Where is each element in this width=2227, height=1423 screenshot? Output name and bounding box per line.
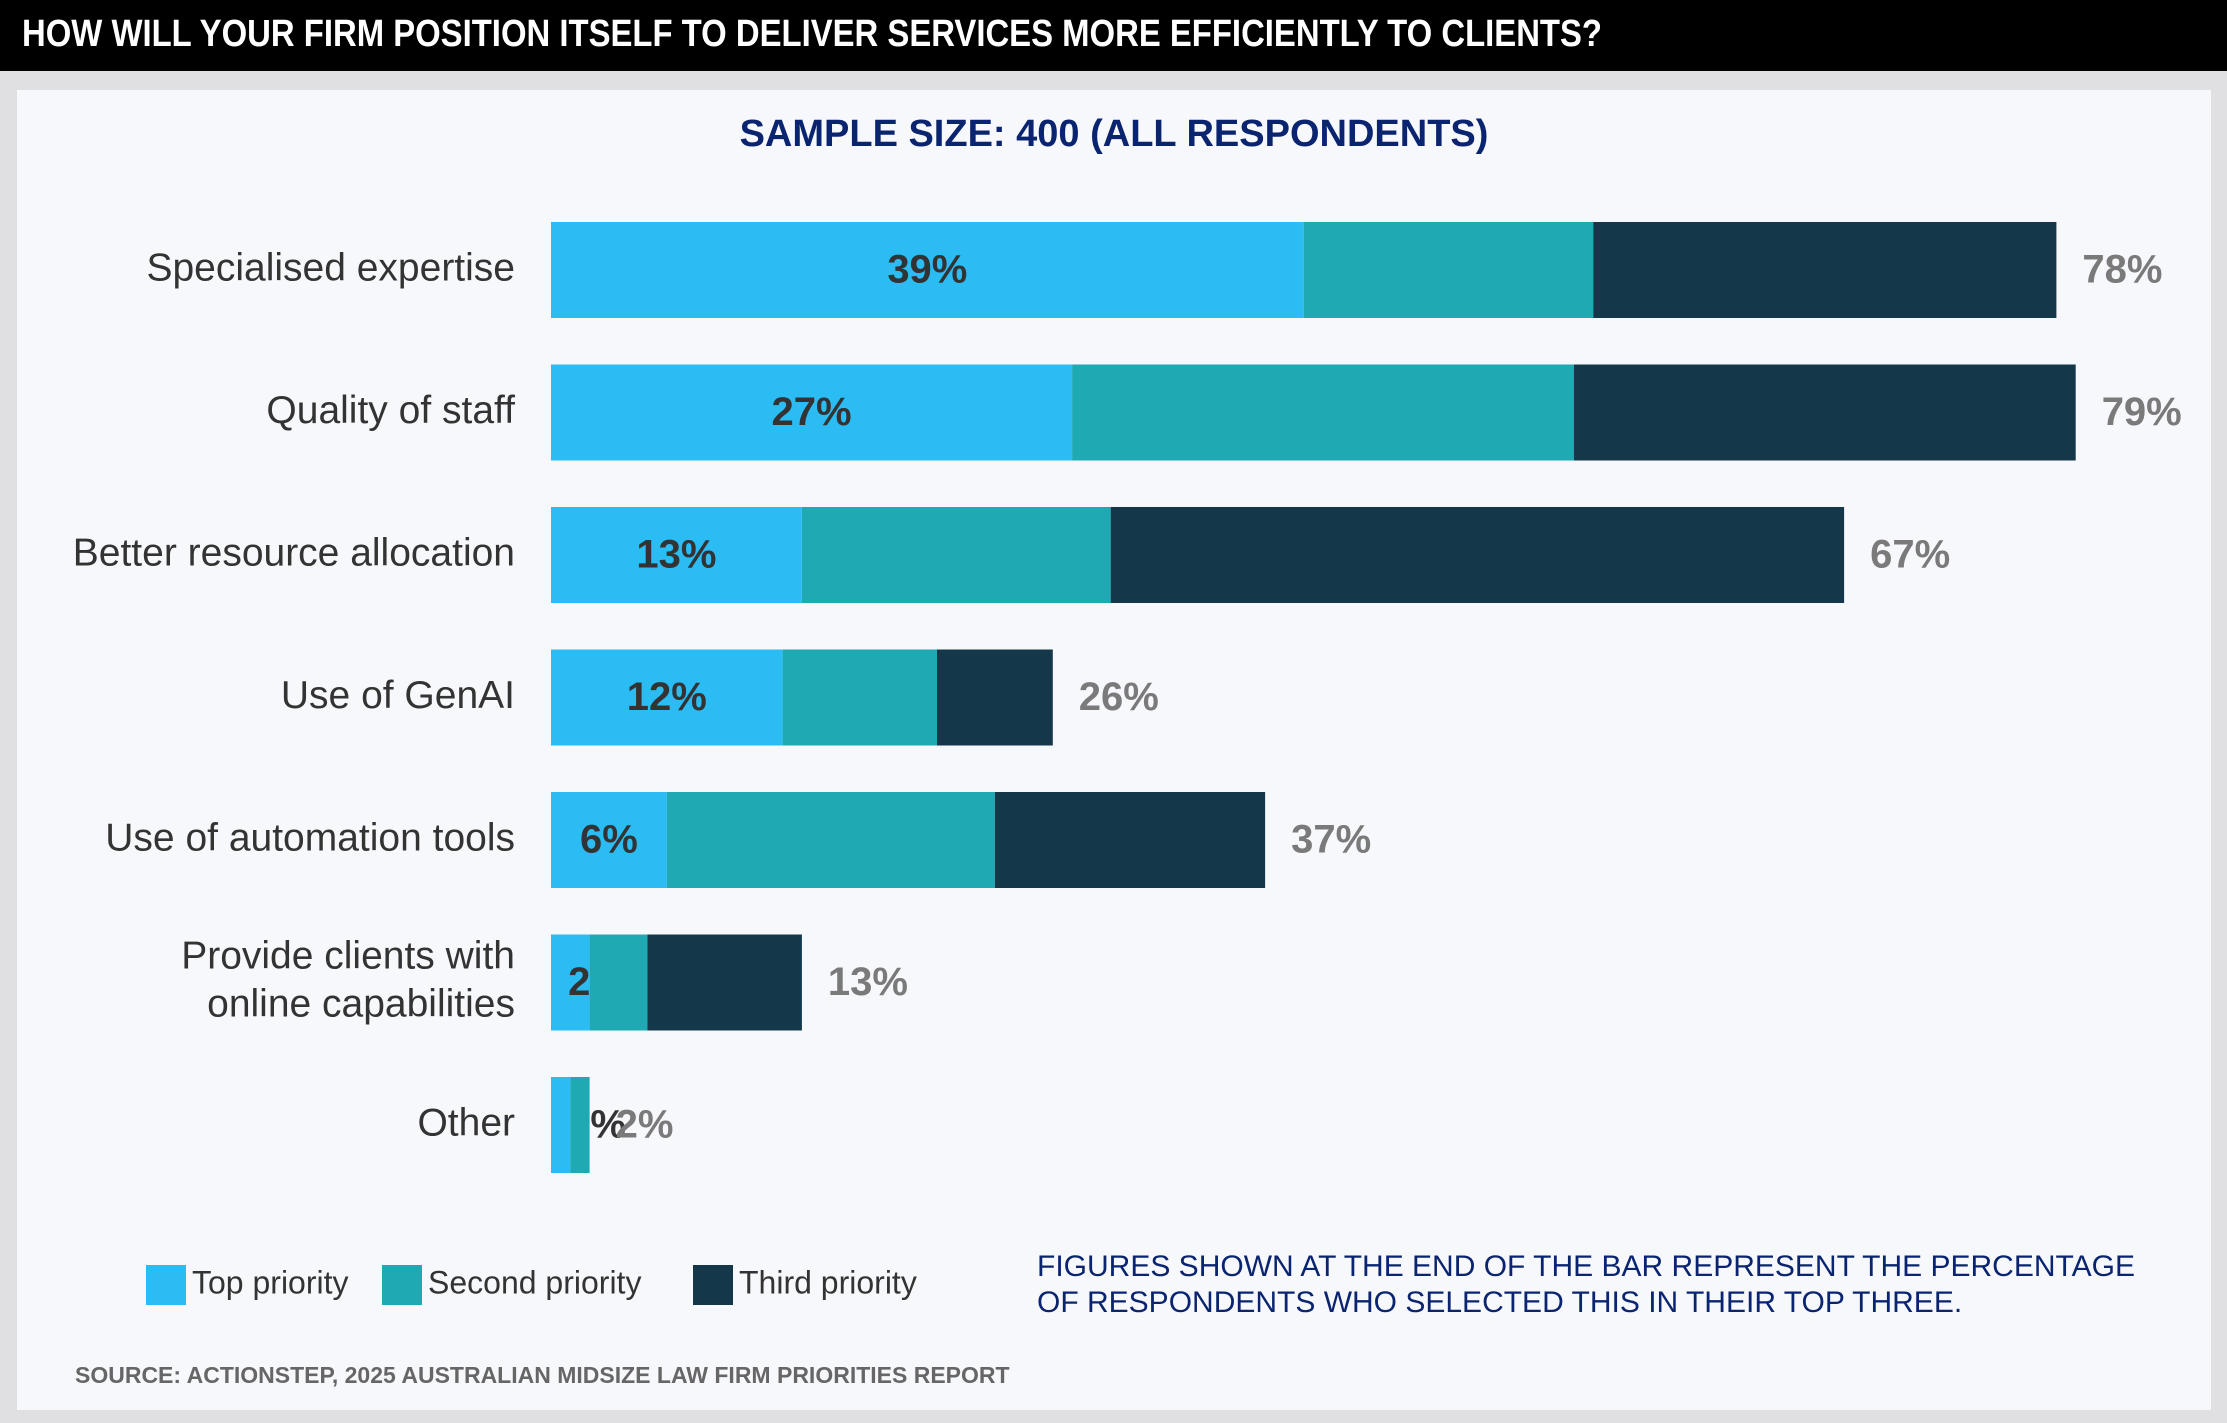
legend-swatch bbox=[146, 1265, 186, 1305]
bar-segment bbox=[1303, 222, 1594, 318]
legend-swatch bbox=[693, 1265, 733, 1305]
header-bar bbox=[0, 0, 2227, 71]
category-label: Use of automation tools bbox=[105, 816, 515, 859]
category-label: Provide clients with online capabilities bbox=[181, 935, 515, 1026]
bar-segment bbox=[647, 934, 802, 1031]
bar-segment bbox=[570, 1077, 590, 1173]
bar-segment bbox=[994, 792, 1266, 888]
bar-segment bbox=[551, 792, 667, 888]
category-label: Better resource allocation bbox=[73, 531, 515, 574]
note: OF RESPONDENTS WHO SELECTED THIS IN THEI… bbox=[1037, 1286, 1962, 1319]
bar-segment bbox=[551, 934, 590, 1031]
total-label: 26% bbox=[1079, 675, 1159, 719]
category-label: Use of GenAI bbox=[281, 674, 515, 717]
category-label: Quality of staff bbox=[266, 389, 515, 432]
bar-segment bbox=[1593, 222, 2057, 318]
bar-segment bbox=[551, 507, 802, 603]
bar-segment bbox=[666, 792, 995, 888]
total-label: 13% bbox=[828, 960, 908, 1004]
bar-segment bbox=[551, 1077, 571, 1173]
category-label: Specialised expertise bbox=[146, 246, 515, 289]
bar-segment bbox=[551, 222, 1304, 318]
legend-swatch bbox=[382, 1265, 422, 1305]
source: SOURCE: ACTIONSTEP, 2025 AUSTRALIAN MIDS… bbox=[75, 1362, 1010, 1388]
legend-label: Top priority bbox=[192, 1264, 349, 1300]
legend-label: Second priority bbox=[428, 1264, 641, 1300]
segment-label: 27% bbox=[772, 390, 852, 434]
chart-subtitle: SAMPLE SIZE: 400 (ALL RESPONDENTS) bbox=[740, 113, 1489, 155]
header-title: HOW WILL YOUR FIRM POSITION ITSELF TO DE… bbox=[22, 13, 1602, 55]
category-label: Other bbox=[417, 1101, 515, 1144]
bar-segment bbox=[551, 649, 783, 746]
bar-segment bbox=[1110, 507, 1845, 603]
total-label: 78% bbox=[2082, 248, 2162, 292]
total-label: 67% bbox=[1870, 533, 1950, 577]
bar-segment bbox=[1573, 364, 2076, 461]
bar-segment bbox=[589, 934, 648, 1031]
segment-label: 39% bbox=[887, 248, 967, 292]
bar-segment bbox=[801, 507, 1111, 603]
total-label: 79% bbox=[2102, 390, 2182, 434]
total-label: 37% bbox=[1291, 818, 1371, 862]
note: FIGURES SHOWN AT THE END OF THE BAR REPR… bbox=[1037, 1250, 2135, 1283]
bar-segment bbox=[937, 649, 1053, 746]
legend-label: Third priority bbox=[739, 1264, 917, 1300]
bar-segment bbox=[551, 364, 1073, 461]
bar-segment bbox=[1072, 364, 1574, 461]
segment-label: 12% bbox=[627, 675, 707, 719]
segment-label: 6% bbox=[580, 818, 638, 862]
total-label: 2% bbox=[616, 1103, 674, 1147]
segment-label: 13% bbox=[636, 533, 716, 577]
bar-segment bbox=[782, 649, 937, 746]
